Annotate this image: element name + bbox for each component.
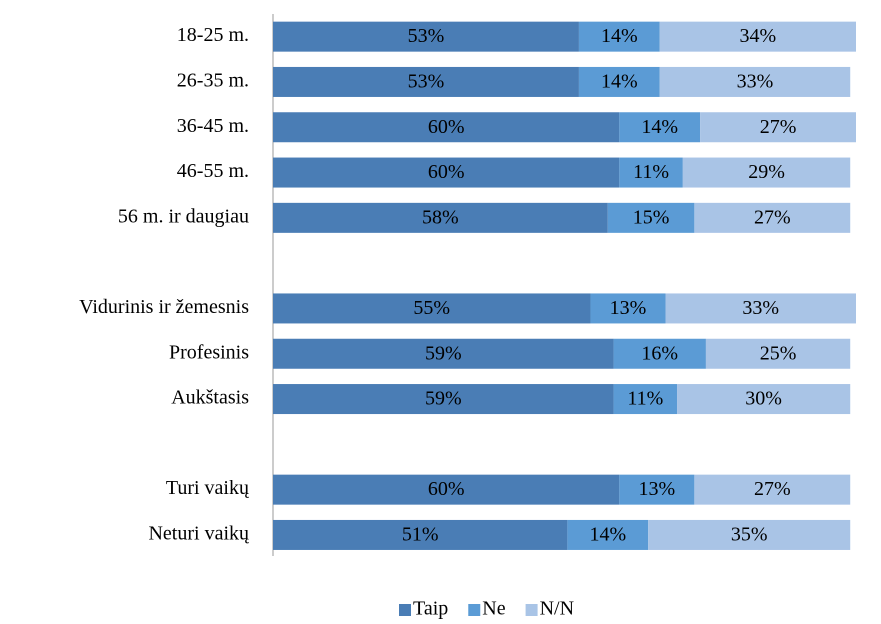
bar-segment (273, 384, 614, 415)
y-tick-label: Aukštasis (171, 387, 249, 409)
bar-segment (273, 293, 591, 324)
bar-segment (273, 474, 620, 505)
data-label: 55% (413, 297, 450, 319)
legend-swatch (468, 604, 481, 616)
bar-segment (619, 157, 683, 188)
data-label: 58% (422, 206, 459, 228)
legend-label: N/N (540, 598, 574, 620)
data-label: 13% (639, 478, 676, 500)
bar-segment (705, 338, 851, 369)
bar-segment (659, 21, 856, 52)
data-label: 14% (641, 116, 678, 138)
data-label: 60% (428, 116, 465, 138)
data-label: 53% (408, 71, 445, 93)
bar-segment (273, 21, 579, 52)
bar-segment (273, 338, 614, 369)
legend-swatch (399, 604, 411, 616)
y-tick-label: 18-25 m. (177, 24, 249, 46)
data-label: 34% (740, 25, 777, 47)
data-label: 14% (601, 71, 638, 93)
bar-segment (694, 202, 851, 233)
y-tick-label: 56 m. ir daugiau (118, 205, 249, 227)
bar-segment (273, 66, 579, 97)
data-label: 27% (754, 478, 791, 500)
y-tick-label: 26-35 m. (177, 70, 249, 92)
data-label: 51% (402, 524, 439, 546)
data-label: 13% (610, 297, 647, 319)
data-label: 11% (633, 161, 669, 183)
bar-segment (578, 21, 660, 52)
data-label: 33% (737, 71, 774, 93)
bar-segment (613, 338, 706, 369)
data-label: 33% (742, 297, 779, 319)
data-label: 29% (748, 161, 785, 183)
bar-segment (665, 293, 856, 324)
bar-segment (607, 202, 695, 233)
legend-label: Ne (482, 598, 505, 620)
bar-segment (273, 157, 620, 188)
y-tick-label: Turi vaikų (166, 477, 250, 499)
bar-segment (677, 384, 851, 415)
y-tick-label: Profesinis (169, 341, 249, 363)
bar-segment (578, 66, 660, 97)
data-label: 11% (627, 388, 663, 410)
data-label: 35% (731, 524, 768, 546)
bar-segment (613, 384, 678, 415)
bar-segment (619, 112, 701, 143)
data-label: 15% (633, 206, 670, 228)
bar-segment (648, 519, 851, 550)
data-label: 14% (601, 25, 638, 47)
bar-segment (694, 474, 851, 505)
data-label: 25% (760, 342, 797, 364)
y-tick-label: Vidurinis ir žemesnis (79, 296, 249, 318)
data-label: 27% (754, 206, 791, 228)
data-label: 30% (745, 388, 782, 410)
bar-segment (273, 202, 608, 233)
data-label: 53% (408, 25, 445, 47)
bar-segment (273, 519, 568, 550)
bar-segment (682, 157, 851, 188)
bar-segment (590, 293, 666, 324)
data-label: 14% (589, 524, 626, 546)
data-label: 60% (428, 478, 465, 500)
bar-segment (659, 66, 851, 97)
bar-segment (700, 112, 856, 143)
y-tick-label: Neturi vaikų (148, 523, 250, 545)
data-label: 59% (425, 388, 462, 410)
data-label: 27% (760, 116, 797, 138)
bar-segment (273, 112, 620, 143)
data-label: 59% (425, 342, 462, 364)
legend-swatch (525, 604, 538, 616)
data-label: 60% (428, 161, 465, 183)
y-tick-label: 36-45 m. (177, 115, 249, 137)
legend-label: Taip (413, 598, 448, 620)
bar-segment (567, 519, 649, 550)
bar-segment (619, 474, 695, 505)
data-label: 16% (641, 342, 678, 364)
y-tick-label: 46-55 m. (177, 160, 249, 182)
